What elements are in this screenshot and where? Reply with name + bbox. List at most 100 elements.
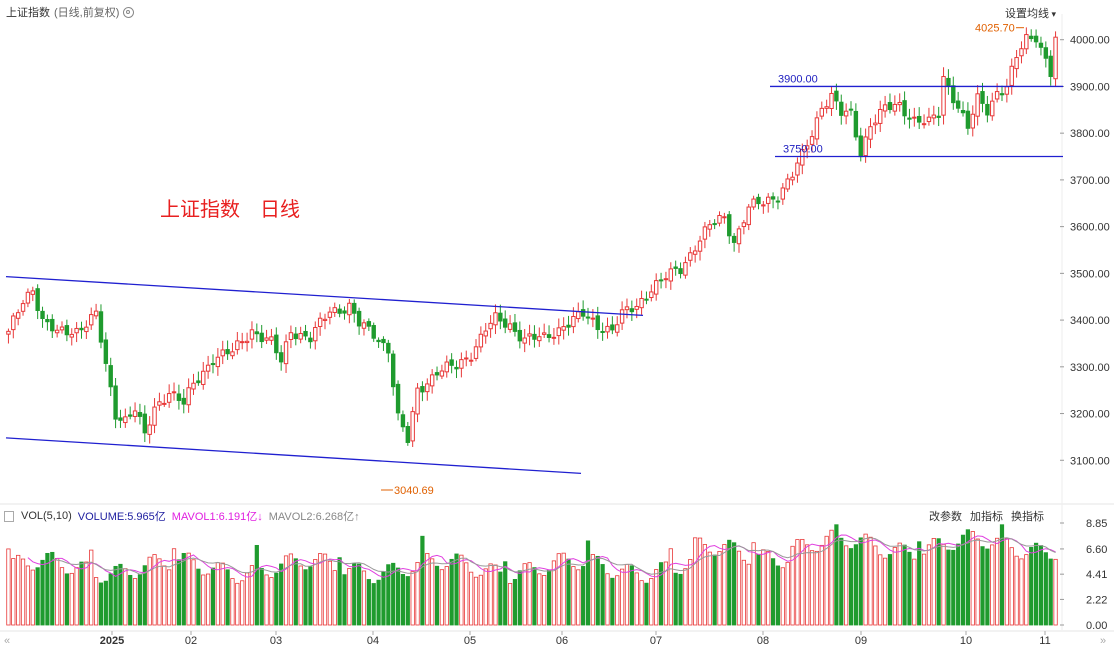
volume-bar: [629, 565, 634, 626]
candle-body: [171, 391, 177, 394]
volume-bar: [79, 561, 84, 626]
panel-toggle-icon[interactable]: [4, 510, 14, 522]
chart-subtitle: (日线,前复权): [54, 7, 120, 19]
volume-bar: [249, 565, 255, 626]
volume-bar: [732, 542, 737, 626]
trendline-upper: [5, 275, 644, 317]
candle-body: [970, 113, 975, 129]
volume-bar: [551, 560, 557, 626]
candle-body: [503, 318, 508, 328]
volume-bar: [702, 544, 708, 626]
volume-bar: [186, 552, 191, 626]
candle-body: [522, 337, 527, 344]
volume-bar: [844, 545, 849, 626]
candle-body: [634, 305, 639, 310]
candle-body: [332, 307, 337, 313]
volume-bar: [824, 535, 829, 626]
candle-body: [580, 309, 586, 317]
volume-bar: [980, 546, 985, 626]
volume-bar: [839, 537, 844, 626]
edit-params-button[interactable]: 改参数: [929, 511, 962, 523]
volume-bar: [98, 582, 104, 626]
ma-settings-button[interactable]: 设置均线: [1005, 5, 1056, 21]
candle-body: [186, 387, 191, 406]
volume-bar: [537, 573, 542, 626]
y-tick-label: 4000.00: [1070, 35, 1110, 47]
y-tick-label: 3200.00: [1070, 409, 1110, 421]
candle-body: [1038, 42, 1044, 48]
candle-body: [804, 145, 810, 150]
candle-body: [882, 104, 888, 112]
candle-body: [960, 110, 966, 114]
volume-bar: [566, 558, 571, 626]
volume-bar: [809, 550, 815, 626]
volume-bar: [93, 577, 99, 626]
candle-body: [541, 332, 547, 335]
candle-body: [127, 414, 133, 417]
candle-body: [629, 308, 635, 313]
volume-bar: [132, 578, 138, 626]
candle-body: [381, 338, 386, 344]
volume-bar: [712, 554, 717, 626]
candle-body: [590, 317, 596, 320]
volume-bar: [917, 541, 922, 626]
volume-bar: [35, 567, 40, 626]
volume-bar: [697, 537, 703, 626]
y-tick-label: 3300.00: [1070, 362, 1110, 374]
candle-body: [892, 103, 898, 112]
volume-bar: [473, 576, 479, 626]
candle-body: [731, 235, 737, 243]
candle-body: [1024, 34, 1029, 50]
volume-bar: [45, 552, 50, 626]
candle-body: [790, 176, 795, 181]
candle-body: [35, 288, 40, 311]
candle-body: [103, 339, 109, 364]
volume-bar: [420, 535, 425, 626]
candle-body: [824, 106, 829, 109]
candle-body: [89, 314, 94, 326]
volume-bar: [162, 565, 167, 626]
volume-bar: [868, 536, 873, 626]
candle-body: [1029, 35, 1034, 40]
candle-body: [79, 327, 84, 331]
volume-bar: [902, 544, 907, 626]
volume-bar: [595, 555, 600, 626]
candle-body: [761, 204, 766, 207]
volume-bar: [878, 554, 883, 626]
candle-body: [459, 359, 464, 369]
candle-body: [766, 196, 771, 204]
candle-body: [483, 330, 488, 337]
volume-bar: [459, 554, 464, 626]
gear-icon[interactable]: [123, 6, 135, 18]
vol-indicator-label[interactable]: VOL(5,10): [21, 510, 72, 522]
candle-body: [936, 115, 941, 118]
volume-bar: [829, 529, 834, 626]
volume-bar: [775, 565, 781, 626]
candle-body: [11, 315, 16, 331]
volume-bar: [761, 549, 766, 626]
volume-bar: [89, 549, 94, 626]
candle-body: [1009, 65, 1014, 86]
candle-body: [931, 114, 937, 119]
vol-tick-label: 0.00: [1086, 620, 1107, 632]
candle-body: [395, 383, 401, 414]
candle-body: [678, 268, 683, 275]
candle-body: [780, 187, 786, 200]
volume-bar: [673, 572, 678, 626]
candle-body: [356, 310, 362, 327]
add-indicator-button[interactable]: 加指标: [970, 511, 1003, 523]
volume-bar: [542, 575, 547, 626]
candle-body: [951, 85, 956, 104]
candle-body: [673, 266, 678, 269]
volume-bar: [585, 540, 591, 626]
candle-body: [868, 126, 873, 140]
volume-bar: [644, 582, 649, 626]
scroll-left-icon[interactable]: «: [4, 635, 10, 647]
candle-body: [220, 349, 225, 357]
y-tick-label: 3100.00: [1070, 455, 1110, 467]
scroll-right-icon[interactable]: »: [1100, 635, 1106, 647]
volume-bar: [123, 568, 128, 626]
switch-indicator-button[interactable]: 换指标: [1011, 511, 1044, 523]
volume-bar: [907, 551, 912, 626]
